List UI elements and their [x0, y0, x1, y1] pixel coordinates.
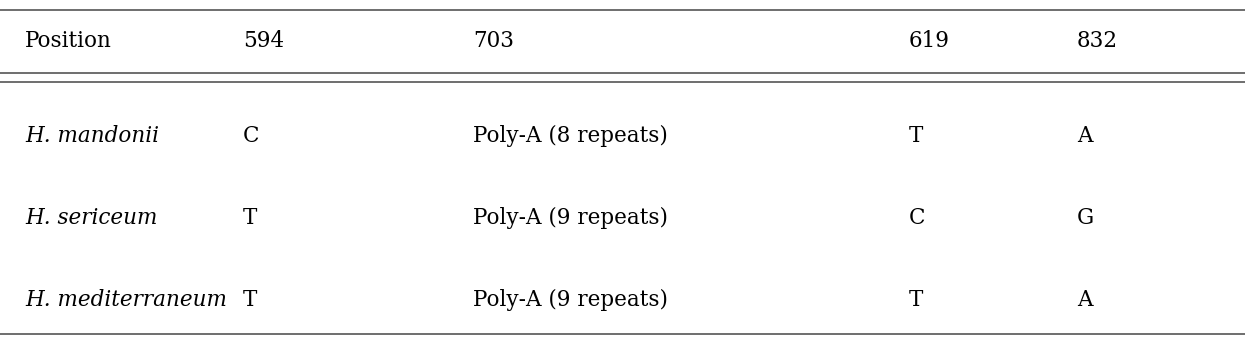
Text: T: T — [243, 289, 258, 311]
Text: A: A — [1077, 125, 1092, 147]
Text: 594: 594 — [243, 30, 284, 52]
Text: H. mediterraneum: H. mediterraneum — [25, 289, 227, 311]
Text: G: G — [1077, 207, 1094, 229]
Text: 832: 832 — [1077, 30, 1118, 52]
Text: C: C — [909, 207, 925, 229]
Text: H. mandonii: H. mandonii — [25, 125, 159, 147]
Text: Poly-A (8 repeats): Poly-A (8 repeats) — [473, 125, 669, 147]
Text: H. sericeum: H. sericeum — [25, 207, 157, 229]
Text: 619: 619 — [909, 30, 950, 52]
Text: T: T — [909, 125, 924, 147]
Text: T: T — [243, 207, 258, 229]
Text: Poly-A (9 repeats): Poly-A (9 repeats) — [473, 207, 669, 229]
Text: A: A — [1077, 289, 1092, 311]
Text: Position: Position — [25, 30, 112, 52]
Text: 703: 703 — [473, 30, 514, 52]
Text: T: T — [909, 289, 924, 311]
Text: C: C — [243, 125, 259, 147]
Text: Poly-A (9 repeats): Poly-A (9 repeats) — [473, 289, 669, 311]
